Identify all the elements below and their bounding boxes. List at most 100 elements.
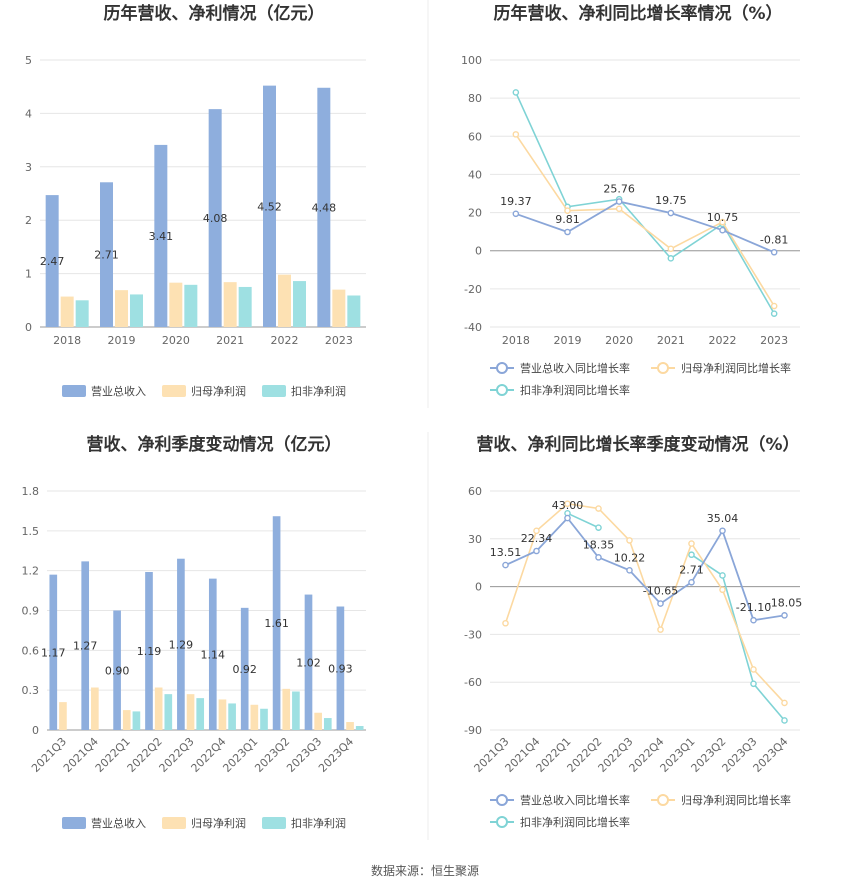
- legend-swatch: [62, 817, 86, 829]
- bar-revenue: [240, 607, 249, 730]
- data-label: 1.02: [296, 656, 321, 669]
- x-tick-label: 2023Q4: [316, 735, 356, 775]
- bar-net-profit: [154, 687, 163, 730]
- bar-net-profit: [278, 274, 291, 327]
- bar-net-profit: [282, 688, 291, 730]
- data-point: [564, 228, 571, 236]
- x-tick-label: 2018: [502, 334, 530, 347]
- x-tick-label: 2021: [657, 334, 685, 347]
- data-label: 1.29: [169, 638, 194, 651]
- data-label: 1.14: [201, 648, 226, 661]
- x-tick-label: 2022: [709, 334, 737, 347]
- y-tick-label: 80: [468, 92, 482, 105]
- data-point: [770, 310, 778, 317]
- y-tick-label: 0: [475, 581, 482, 594]
- data-label: 0.90: [105, 664, 130, 677]
- data-point: [667, 245, 675, 253]
- data-label: 4.48: [312, 201, 337, 214]
- x-tick-label: 2019: [554, 334, 582, 347]
- bar-deducted-profit: [132, 711, 141, 730]
- data-point: [719, 572, 726, 579]
- data-label: 2.71: [94, 249, 119, 262]
- bar-deducted-profit: [184, 284, 198, 327]
- legend-label: 扣非净利润同比增长率: [520, 383, 630, 397]
- legend-swatch: [262, 385, 286, 397]
- data-label: 43.00: [552, 499, 584, 512]
- bar-net-profit: [346, 722, 354, 730]
- legend-label: 归母净利润同比增长率: [681, 361, 791, 375]
- y-tick-label: 100: [461, 54, 482, 67]
- legend-swatch-marker: [496, 816, 508, 828]
- x-tick-label: 2019: [108, 334, 136, 347]
- bar-revenue: [272, 516, 281, 730]
- data-point: [667, 255, 675, 262]
- legend-swatch: [62, 385, 86, 397]
- data-point: [564, 500, 571, 508]
- chart-title: 营收、净利同比增长率季度变动情况（%）: [476, 434, 799, 455]
- data-label: 19.75: [655, 194, 687, 207]
- data-point: [750, 666, 757, 673]
- y-tick-label: 2: [25, 214, 32, 227]
- data-label: 19.37: [500, 195, 532, 208]
- bar-revenue: [317, 87, 331, 327]
- chart-legend: 营业总收入 归母净利润 扣非净利润: [62, 816, 346, 830]
- legend-swatch: [262, 817, 286, 829]
- bar-net-profit: [59, 702, 67, 730]
- bar-revenue: [263, 85, 276, 327]
- bar-net-profit: [60, 296, 74, 327]
- y-tick-label: -20: [464, 283, 482, 296]
- data-point: [750, 680, 757, 688]
- bar-revenue: [208, 109, 222, 328]
- chart-title: 营收、净利季度变动情况（亿元）: [87, 434, 342, 455]
- y-tick-label: 20: [468, 207, 482, 220]
- data-point: [781, 612, 788, 619]
- bar-net-profit: [122, 710, 131, 730]
- quarterly-growth-rate-chart: 营收、净利同比增长率季度变动情况（%）-90-60-30030602021Q32…: [464, 434, 802, 829]
- x-tick-label: 2020: [162, 334, 190, 347]
- series-line-revenue-growth: [505, 516, 785, 622]
- y-tick-label: 0: [32, 724, 39, 737]
- bar-deducted-profit: [75, 300, 89, 327]
- legend-label: 归母净利润: [191, 816, 246, 830]
- bar-deducted-profit: [323, 718, 332, 730]
- annual-growth-rate-chart: 历年营收、净利同比增长率情况（%） -40 -20 0 20 40 60 80 100 2018 2…: [461, 3, 800, 397]
- legend-swatch-marker: [657, 362, 669, 374]
- legend-swatch: [162, 385, 186, 397]
- data-label: -18.05: [767, 596, 802, 609]
- data-point: [770, 302, 778, 310]
- bar-deducted-profit: [164, 694, 173, 730]
- data-point: [781, 699, 788, 707]
- y-tick-label: 1: [25, 268, 32, 281]
- data-label: 25.76: [603, 183, 635, 196]
- y-tick-label: 0: [475, 245, 482, 258]
- data-point: [502, 619, 509, 627]
- data-label: 3.41: [149, 230, 174, 243]
- data-label: 13.51: [490, 546, 522, 559]
- bar-net-profit: [223, 282, 237, 327]
- data-point: [595, 554, 602, 561]
- data-point: [657, 626, 664, 633]
- bar-deducted-profit: [347, 295, 361, 327]
- bar-revenue: [304, 594, 313, 730]
- legend-label: 营业总收入同比增长率: [520, 361, 630, 375]
- bar-revenue: [45, 195, 59, 327]
- x-tick-label: 2023Q4: [751, 735, 791, 775]
- y-tick-label: 3: [25, 161, 32, 174]
- y-tick-label: -40: [464, 321, 482, 334]
- bar-deducted-profit: [228, 703, 236, 730]
- data-point: [564, 207, 571, 214]
- legend-swatch-marker: [496, 794, 508, 806]
- legend-swatch: [162, 817, 186, 829]
- data-point: [615, 198, 623, 205]
- y-tick-label: -30: [464, 628, 482, 641]
- data-label: 2.71: [679, 563, 704, 576]
- y-tick-label: 60: [468, 130, 482, 143]
- data-label: 0.93: [328, 662, 353, 675]
- data-source-label: 数据来源：恒生聚源: [370, 864, 479, 878]
- legend-swatch-marker: [496, 384, 508, 396]
- data-label: 22.34: [521, 532, 553, 545]
- data-point: [781, 717, 788, 724]
- chart-title: 历年营收、净利情况（亿元）: [104, 3, 325, 24]
